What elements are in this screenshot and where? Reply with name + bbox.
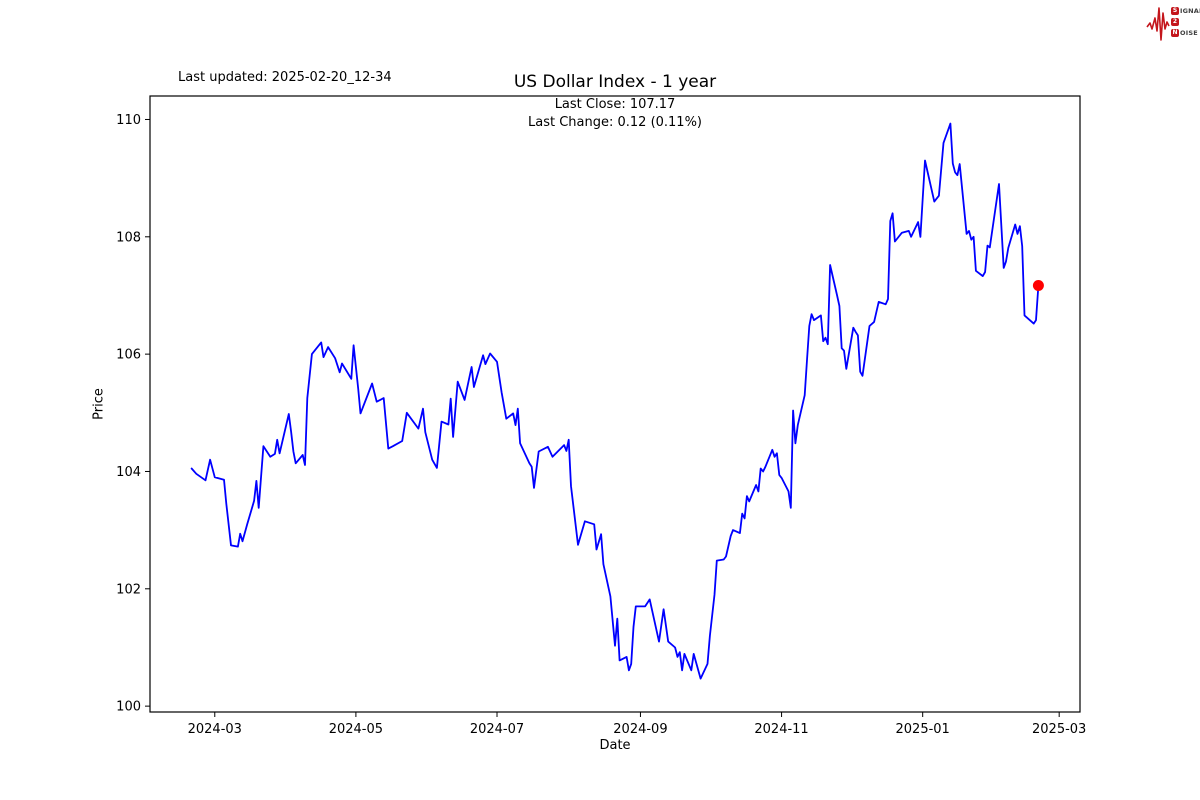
x-tick-label: 2024-09: [613, 722, 667, 737]
x-axis-label: Date: [599, 738, 631, 753]
y-tick-label: 104: [116, 465, 141, 480]
y-tick-label: 100: [116, 700, 141, 715]
waveform-icon: [1146, 7, 1170, 41]
signal2noise-logo: S IGNAL 2 N OISE: [1146, 3, 1200, 41]
last-price-marker: [1032, 280, 1044, 291]
y-tick-label: 110: [116, 113, 141, 128]
logo-letter-s-icon: S: [1171, 7, 1179, 15]
logo-text-ignal: IGNAL: [1180, 7, 1200, 15]
x-tick-label: 2024-11: [754, 722, 808, 737]
logo-row-noise: N OISE: [1171, 29, 1200, 38]
y-tick-label: 108: [116, 230, 141, 245]
logo-letter-n-icon: N: [1171, 29, 1179, 37]
x-tick-label: 2025-03: [1032, 722, 1086, 737]
logo-row-two: 2: [1171, 18, 1200, 27]
plot-border: [149, 95, 1081, 713]
logo-letter-2-icon: 2: [1171, 18, 1179, 26]
logo-text: S IGNAL 2 N OISE: [1171, 7, 1200, 38]
y-tick-label: 106: [116, 348, 141, 363]
logo-row-signal: S IGNAL: [1171, 7, 1200, 16]
chart-subtitle-last-change: Last Change: 0.12 (0.11%): [527, 115, 703, 130]
price-line: [190, 122, 1040, 680]
chart-title: US Dollar Index - 1 year: [513, 72, 717, 92]
x-tick-label: 2024-05: [329, 722, 383, 737]
chart-subtitle-last-close: Last Close: 107.17: [554, 97, 676, 112]
last-updated-label: Last updated: 2025-02-20_12-34: [178, 70, 392, 85]
x-tick-label: 2024-03: [188, 722, 242, 737]
logo-text-oise: OISE: [1180, 29, 1198, 37]
x-tick-label: 2025-01: [896, 722, 950, 737]
x-tick-label: 2024-07: [470, 722, 524, 737]
y-tick-label: 102: [116, 582, 141, 597]
